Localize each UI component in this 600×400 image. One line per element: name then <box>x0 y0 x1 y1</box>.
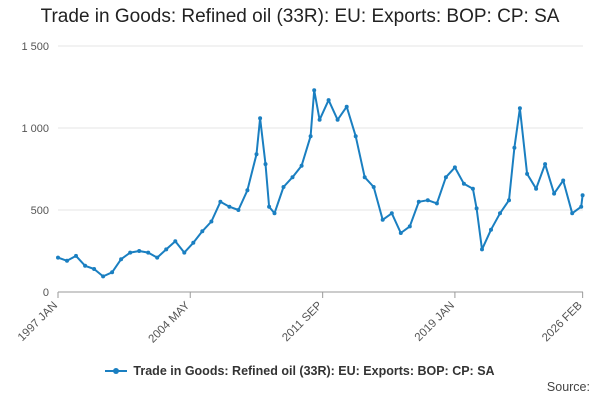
data-point <box>470 186 475 191</box>
data-point <box>353 134 358 139</box>
data-point <box>498 211 502 216</box>
y-tick-label: 1 500 <box>21 41 49 53</box>
data-point <box>119 257 124 262</box>
data-point <box>281 185 286 189</box>
data-point <box>200 229 205 234</box>
x-tick-label: 1997 JAN <box>16 300 60 344</box>
y-tick-label: 1 000 <box>21 123 49 135</box>
x-tick-label: 2004 MAY <box>147 299 193 345</box>
data-point <box>191 240 196 245</box>
data-point <box>371 185 376 189</box>
data-point <box>218 199 223 204</box>
data-point <box>326 98 331 103</box>
data-point <box>474 206 479 211</box>
data-point <box>389 211 394 216</box>
data-point <box>443 175 448 180</box>
data-point <box>308 134 313 139</box>
chart-title: Trade in Goods: Refined oil (33R): EU: E… <box>40 6 560 27</box>
data-point <box>543 162 548 167</box>
data-point <box>570 211 575 216</box>
source-label: Source: <box>546 380 590 394</box>
data-point <box>128 250 133 255</box>
x-tick-label: 2019 JAN <box>413 300 457 344</box>
data-point <box>299 163 304 168</box>
data-point <box>344 104 349 109</box>
data-point <box>137 249 142 253</box>
data-point <box>452 165 457 170</box>
data-point <box>507 198 511 203</box>
data-point <box>245 188 250 193</box>
data-point <box>173 239 178 244</box>
data-point <box>561 178 566 183</box>
data-point <box>416 199 421 204</box>
data-point <box>425 198 430 203</box>
data-point <box>92 267 97 271</box>
data-point <box>579 204 584 209</box>
data-point <box>236 208 241 212</box>
data-point <box>312 88 317 93</box>
x-tick-label: 2026 FEB <box>540 299 585 344</box>
data-point <box>272 211 277 216</box>
x-tick-label: 2011 SEP <box>280 299 325 344</box>
data-point <box>74 253 78 258</box>
data-point <box>461 181 466 186</box>
data-point <box>146 250 151 255</box>
legend[interactable]: Trade in Goods: Refined oil (33R): EU: E… <box>0 364 600 378</box>
data-point <box>155 255 160 260</box>
data-point <box>380 217 385 222</box>
data-point <box>101 274 106 279</box>
data-point <box>227 204 232 209</box>
data-point <box>398 231 403 235</box>
y-tick-label: 0 <box>43 287 49 299</box>
data-point <box>552 191 557 196</box>
data-point <box>407 224 412 229</box>
y-tick-label: 500 <box>31 205 49 217</box>
data-point <box>263 162 268 167</box>
data-point <box>517 106 522 111</box>
data-point <box>480 247 484 252</box>
data-point <box>182 250 187 255</box>
data-point <box>258 116 263 121</box>
data-point <box>434 201 439 206</box>
data-point <box>335 117 340 122</box>
legend-swatch-icon <box>105 365 128 377</box>
data-point <box>525 171 530 176</box>
data-point <box>534 186 539 191</box>
data-point <box>580 193 585 198</box>
data-point <box>362 175 367 180</box>
data-point <box>65 258 69 263</box>
data-point <box>164 247 169 252</box>
data-point <box>56 255 60 260</box>
data-point <box>290 175 295 180</box>
data-point <box>209 219 214 224</box>
data-point <box>110 270 115 275</box>
data-point <box>267 204 272 209</box>
legend-label: Trade in Goods: Refined oil (33R): EU: E… <box>133 364 495 378</box>
data-point <box>254 152 259 157</box>
data-point <box>489 227 493 232</box>
data-point <box>512 145 517 150</box>
data-point <box>83 263 88 268</box>
data-point <box>317 117 322 122</box>
